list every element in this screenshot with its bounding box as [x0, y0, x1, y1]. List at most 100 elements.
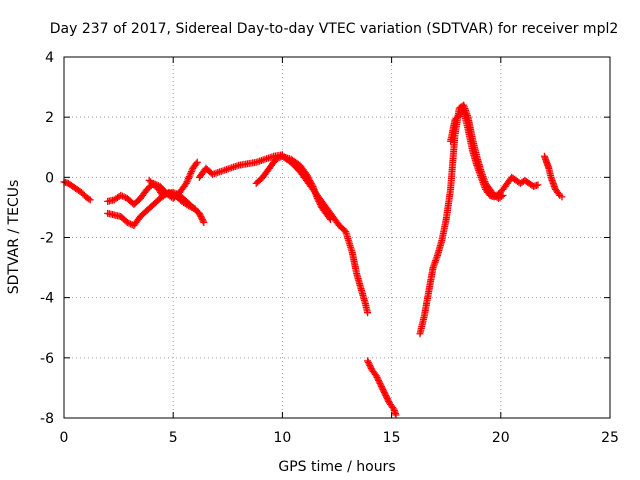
x-tick-label: 10 — [273, 430, 291, 446]
data-point — [186, 203, 194, 211]
series-track-8 — [364, 357, 400, 419]
data-point — [185, 173, 193, 181]
data-point — [189, 204, 197, 212]
data-point — [192, 160, 200, 168]
series-track-9 — [416, 101, 507, 338]
data-point — [313, 194, 321, 202]
data-point — [191, 205, 199, 213]
data-point — [86, 196, 94, 204]
data-point — [184, 174, 192, 182]
y-tick-label: -6 — [40, 351, 54, 367]
data-point — [384, 396, 392, 404]
data-point — [375, 378, 383, 386]
data-point — [326, 215, 334, 223]
data-point — [378, 384, 386, 392]
x-tick-label: 15 — [383, 430, 401, 446]
y-tick-label: -8 — [40, 411, 54, 427]
data-point — [160, 191, 168, 199]
series-track-11 — [540, 152, 566, 201]
data-point — [373, 373, 381, 381]
data-point — [85, 195, 93, 203]
data-point — [168, 190, 176, 198]
y-axis-title: SDTVAR / TECUs — [6, 180, 22, 295]
y-tick-label: -2 — [40, 231, 54, 247]
data-point — [383, 394, 391, 402]
data-point — [383, 393, 391, 401]
data-point — [308, 181, 316, 189]
data-point — [198, 215, 206, 223]
chart-title: Day 237 of 2017, Sidereal Day-to-day VTE… — [50, 21, 619, 37]
data-point — [325, 214, 333, 222]
data-point — [193, 158, 201, 166]
data-point — [199, 217, 207, 225]
data-point — [303, 172, 311, 180]
data-point — [364, 358, 372, 366]
data-point — [184, 202, 192, 210]
data-point — [166, 189, 174, 197]
data-point — [376, 379, 384, 387]
data-point — [198, 214, 206, 222]
data-point — [184, 176, 192, 184]
data-point — [120, 193, 128, 201]
data-point — [555, 190, 563, 198]
data-point — [379, 385, 387, 393]
series-track-5 — [195, 151, 286, 181]
plot-frame — [63, 56, 611, 419]
data-point — [125, 219, 133, 227]
x-axis-title: GPS time / hours — [278, 459, 395, 475]
data-points — [60, 101, 566, 419]
data-point — [302, 170, 310, 178]
data-point — [165, 188, 173, 196]
data-point — [558, 193, 566, 201]
data-point — [377, 381, 385, 389]
x-tick-label: 5 — [169, 430, 178, 446]
x-tick-label: 20 — [492, 430, 510, 446]
series-track-6 — [252, 152, 372, 317]
data-point — [534, 181, 542, 189]
series-track-10 — [447, 107, 542, 201]
data-point — [307, 179, 315, 187]
data-point — [380, 388, 388, 396]
data-point — [200, 218, 208, 226]
data-point — [364, 309, 372, 317]
data-point — [158, 191, 166, 199]
data-point — [187, 169, 195, 177]
series-track-7 — [278, 152, 334, 223]
y-tick-label: 4 — [45, 50, 54, 66]
data-point — [364, 357, 372, 365]
grid — [64, 57, 610, 418]
data-point — [182, 179, 190, 187]
series-track-2 — [104, 158, 201, 208]
data-point — [272, 155, 280, 163]
data-point — [316, 200, 324, 208]
data-point — [118, 192, 126, 200]
y-tick-label: 2 — [45, 110, 54, 126]
data-point — [306, 176, 314, 184]
data-point — [186, 171, 194, 179]
data-point — [305, 175, 313, 183]
data-point — [392, 411, 400, 419]
data-point — [314, 196, 322, 204]
data-point — [162, 190, 170, 198]
data-point — [315, 197, 323, 205]
axis-ticks: 0 5 10 15 20 25 -8 -6 -4 -2 0 2 4 — [40, 50, 619, 446]
x-tick-label: 0 — [60, 430, 69, 446]
series-track-1 — [60, 178, 94, 204]
series-track-4 — [145, 176, 199, 213]
data-point — [123, 218, 131, 226]
data-point — [304, 173, 312, 181]
data-point — [382, 391, 390, 399]
data-point — [187, 168, 195, 176]
data-point — [389, 403, 397, 411]
data-point — [374, 376, 382, 384]
y-tick-label: 0 — [45, 170, 54, 186]
x-tick-label: 25 — [601, 430, 619, 446]
data-point — [307, 178, 315, 186]
data-point — [117, 191, 125, 199]
data-point — [188, 203, 196, 211]
data-point — [366, 361, 374, 369]
series-track-3 — [104, 188, 208, 229]
data-point — [381, 390, 389, 398]
data-point — [273, 155, 281, 163]
